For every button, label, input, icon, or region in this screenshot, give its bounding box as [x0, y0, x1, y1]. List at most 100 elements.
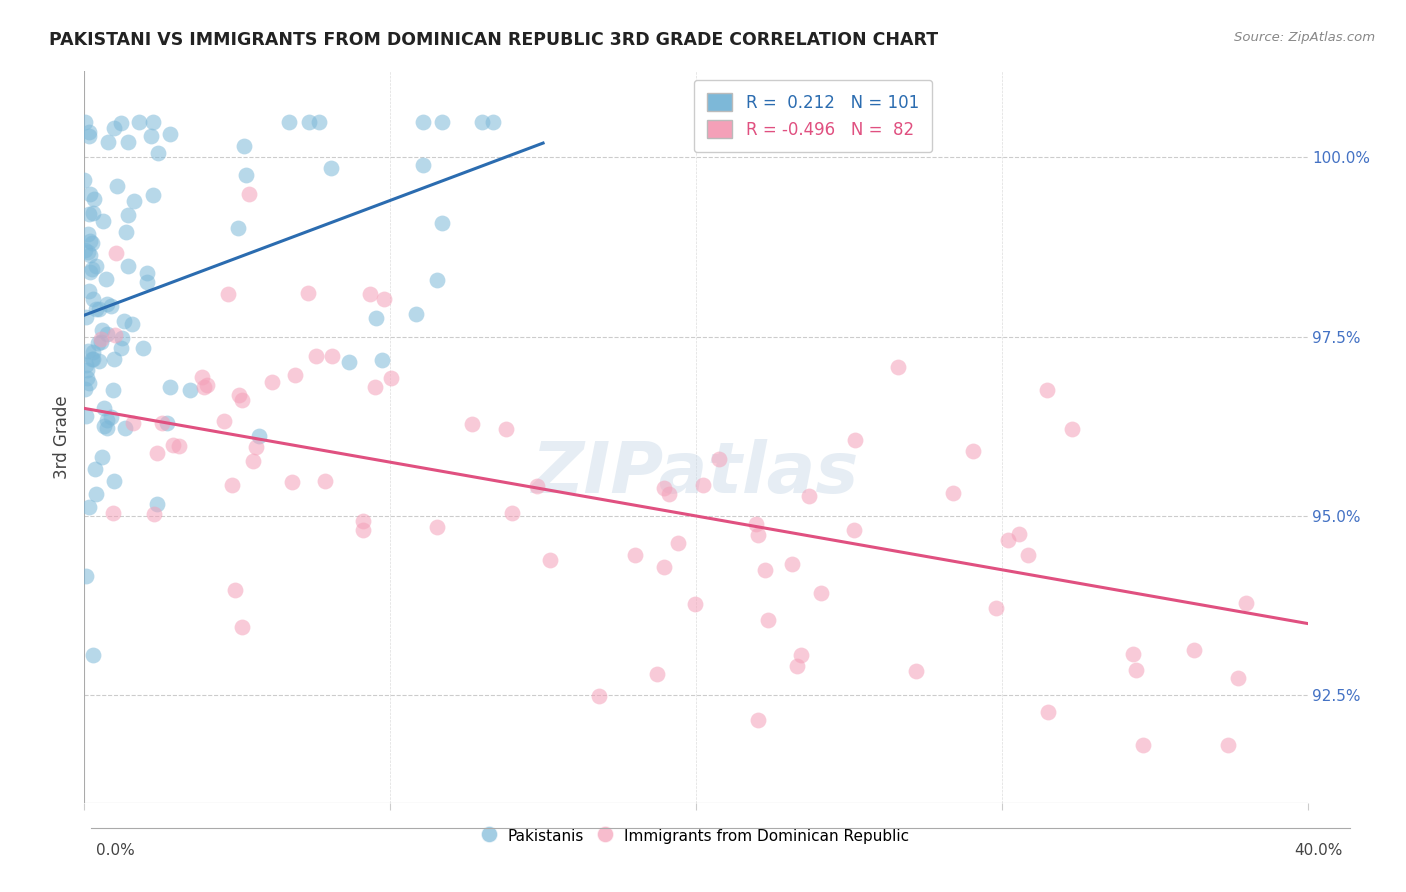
- Point: [117, 208, 139, 222]
- Point: [146, 497, 169, 511]
- Point: [321, 349, 343, 363]
- Text: Source: ZipAtlas.com: Source: ZipAtlas.com: [1234, 31, 1375, 45]
- Point: [461, 417, 484, 431]
- Point: [217, 287, 239, 301]
- Point: [86, 302, 108, 317]
- Point: [79, 247, 101, 261]
- Point: [79, 284, 101, 298]
- Point: [1125, 663, 1147, 677]
- Point: [405, 307, 427, 321]
- Point: [122, 194, 145, 208]
- Point: [371, 353, 394, 368]
- Point: [780, 557, 803, 571]
- Text: 40.0%: 40.0%: [1295, 843, 1343, 858]
- Text: 0.0%: 0.0%: [96, 843, 135, 858]
- Point: [308, 114, 330, 128]
- Point: [260, 376, 283, 390]
- Point: [73, 173, 96, 187]
- Point: [756, 613, 779, 627]
- Point: [195, 378, 218, 392]
- Point: [162, 438, 184, 452]
- Point: [75, 358, 97, 372]
- Point: [754, 563, 776, 577]
- Point: [100, 410, 122, 425]
- Point: [139, 129, 162, 144]
- Point: [110, 116, 132, 130]
- Point: [247, 428, 270, 442]
- Point: [76, 363, 98, 377]
- Point: [77, 125, 100, 139]
- Point: [84, 462, 107, 476]
- Point: [284, 368, 307, 382]
- Point: [242, 454, 264, 468]
- Point: [156, 416, 179, 430]
- Point: [692, 478, 714, 492]
- Point: [412, 159, 434, 173]
- Point: [93, 401, 115, 415]
- Point: [82, 235, 104, 250]
- Point: [359, 287, 381, 301]
- Point: [426, 273, 449, 287]
- Point: [82, 352, 104, 367]
- Point: [104, 327, 127, 342]
- Point: [1122, 647, 1144, 661]
- Point: [90, 335, 112, 350]
- Point: [91, 450, 114, 464]
- Point: [707, 452, 730, 467]
- Point: [82, 352, 104, 367]
- Point: [226, 221, 249, 235]
- Point: [887, 359, 910, 374]
- Y-axis label: 3rd Grade: 3rd Grade: [53, 395, 72, 479]
- Point: [1036, 705, 1059, 719]
- Point: [96, 297, 118, 311]
- Point: [90, 332, 112, 346]
- Point: [143, 507, 166, 521]
- Point: [538, 553, 561, 567]
- Point: [1060, 421, 1083, 435]
- Point: [281, 475, 304, 489]
- Point: [79, 206, 101, 220]
- Point: [658, 487, 681, 501]
- Point: [810, 586, 832, 600]
- Point: [745, 517, 768, 532]
- Point: [305, 349, 328, 363]
- Point: [278, 114, 301, 128]
- Point: [652, 560, 675, 574]
- Point: [624, 548, 647, 562]
- Point: [76, 245, 98, 260]
- Text: PAKISTANI VS IMMIGRANTS FROM DOMINICAN REPUBLIC 3RD GRADE CORRELATION CHART: PAKISTANI VS IMMIGRANTS FROM DOMINICAN R…: [49, 31, 938, 49]
- Point: [75, 382, 97, 396]
- Point: [132, 341, 155, 355]
- Point: [146, 446, 169, 460]
- Point: [231, 393, 253, 408]
- Point: [142, 187, 165, 202]
- Point: [100, 299, 122, 313]
- Point: [159, 127, 181, 141]
- Point: [75, 409, 97, 424]
- Point: [135, 275, 157, 289]
- Point: [103, 120, 125, 135]
- Point: [91, 214, 114, 228]
- Point: [238, 187, 260, 202]
- Point: [495, 422, 517, 436]
- Point: [73, 244, 96, 258]
- Point: [110, 341, 132, 355]
- Point: [91, 323, 114, 337]
- Point: [77, 500, 100, 514]
- Point: [364, 380, 387, 394]
- Point: [77, 129, 100, 144]
- Point: [96, 135, 118, 149]
- Point: [77, 344, 100, 359]
- Point: [96, 327, 118, 342]
- Point: [1226, 671, 1249, 685]
- Point: [87, 302, 110, 317]
- Point: [471, 114, 494, 128]
- Point: [245, 440, 267, 454]
- Point: [1234, 596, 1257, 610]
- Point: [111, 331, 134, 345]
- Point: [797, 489, 820, 503]
- Point: [79, 235, 101, 249]
- Point: [96, 413, 118, 427]
- Point: [482, 114, 505, 128]
- Point: [191, 369, 214, 384]
